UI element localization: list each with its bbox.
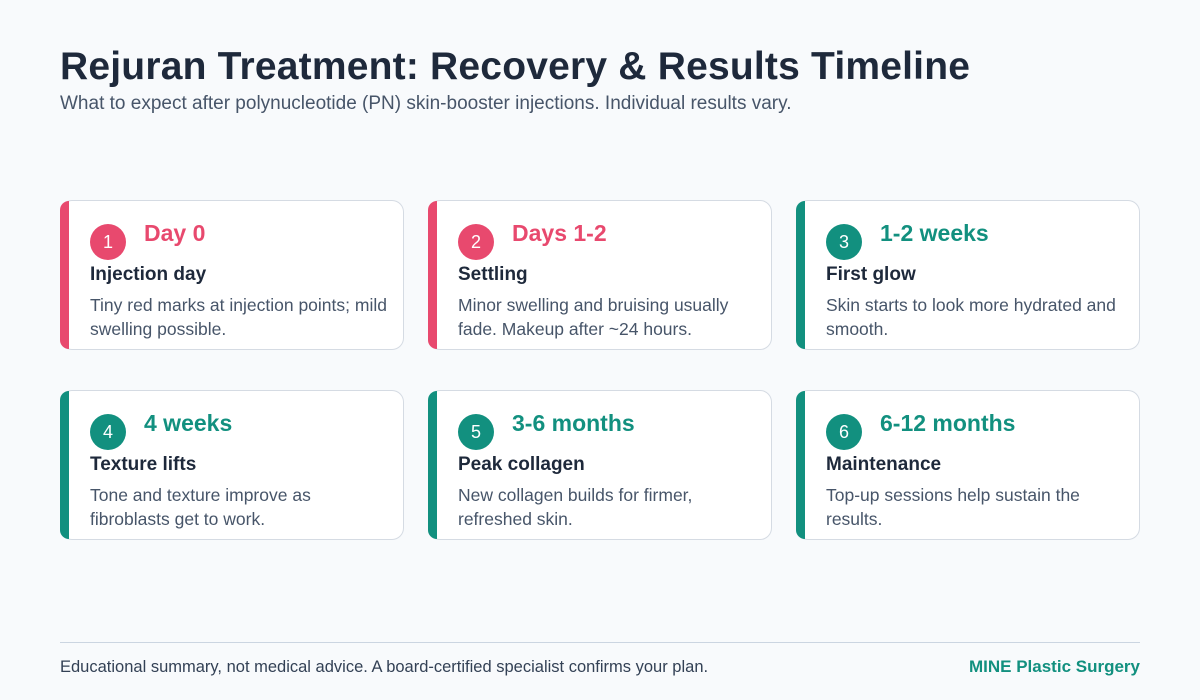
page-subtitle: What to expect after polynucleotide (PN)…	[60, 93, 792, 114]
stage-card-2: 2 Days 1-2 Settling Minor swelling and b…	[428, 200, 772, 350]
stage-heading: Texture lifts	[90, 454, 197, 475]
footer-divider	[60, 642, 1140, 643]
stage-heading: Peak collagen	[458, 454, 585, 475]
stage-accent-bar	[60, 201, 69, 349]
stage-time: Days 1-2	[512, 220, 607, 246]
stage-description: New collagen builds for firmer, refreshe…	[458, 485, 693, 529]
timeline-grid: 1 Day 0 Injection day Tiny red marks at …	[60, 200, 1140, 540]
stage-time: 4 weeks	[144, 410, 233, 436]
stage-time: 3-6 months	[512, 410, 635, 436]
stage-card-6: 6 6-12 months Maintenance Top-up session…	[796, 390, 1140, 540]
stage-number-badge: 5	[458, 414, 494, 450]
stage-number-badge: 2	[458, 224, 494, 260]
stage-card-3: 3 1-2 weeks First glow Skin starts to lo…	[796, 200, 1140, 350]
stage-card-4: 4 4 weeks Texture lifts Tone and texture…	[60, 390, 404, 540]
stage-number-badge: 3	[826, 224, 862, 260]
header: Rejuran Treatment: Recovery & Results Ti…	[60, 44, 1140, 116]
stage-description: Minor swelling and bruising usually fade…	[458, 295, 729, 339]
stage-time: 6-12 months	[880, 410, 1016, 436]
stage-description: Tiny red marks at injection points; mild…	[90, 295, 387, 339]
stage-accent-bar	[796, 391, 805, 539]
stage-number-badge: 6	[826, 414, 862, 450]
stage-description: Tone and texture improve as fibroblasts …	[90, 485, 311, 529]
stage-card-5: 5 3-6 months Peak collagen New collagen …	[428, 390, 772, 540]
stage-time: Day 0	[144, 220, 206, 246]
stage-heading: Maintenance	[826, 454, 942, 475]
stage-heading: Settling	[458, 264, 528, 285]
footer-disclaimer: Educational summary, not medical advice.…	[60, 658, 709, 676]
stage-number-badge: 4	[90, 414, 126, 450]
stage-number-badge: 1	[90, 224, 126, 260]
stage-description: Top-up sessions help sustain the results…	[826, 485, 1080, 529]
stage-description: Skin starts to look more hydrated and sm…	[826, 295, 1116, 339]
stage-card-1: 1 Day 0 Injection day Tiny red marks at …	[60, 200, 404, 350]
stage-accent-bar	[796, 201, 805, 349]
stage-accent-bar	[60, 391, 69, 539]
stage-heading: Injection day	[90, 264, 207, 285]
stage-time: 1-2 weeks	[880, 220, 989, 246]
stage-heading: First glow	[826, 264, 916, 285]
brand-name: MINE Plastic Surgery	[968, 657, 1140, 676]
page-title: Rejuran Treatment: Recovery & Results Ti…	[60, 45, 971, 88]
stage-accent-bar	[428, 391, 437, 539]
stage-accent-bar	[428, 201, 437, 349]
